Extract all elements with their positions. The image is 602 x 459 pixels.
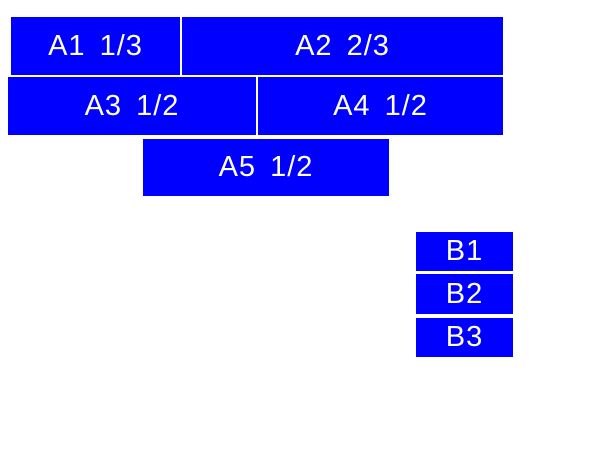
box-a5: A5 1/2	[143, 139, 389, 196]
box-a1: A1 1/3	[11, 17, 180, 75]
box-b1: B1	[416, 232, 513, 271]
box-a4: A4 1/2	[258, 77, 503, 135]
box-a2: A2 2/3	[182, 17, 503, 75]
box-a3: A3 1/2	[8, 77, 256, 135]
box-b3: B3	[416, 318, 513, 357]
box-b2: B2	[416, 274, 513, 314]
